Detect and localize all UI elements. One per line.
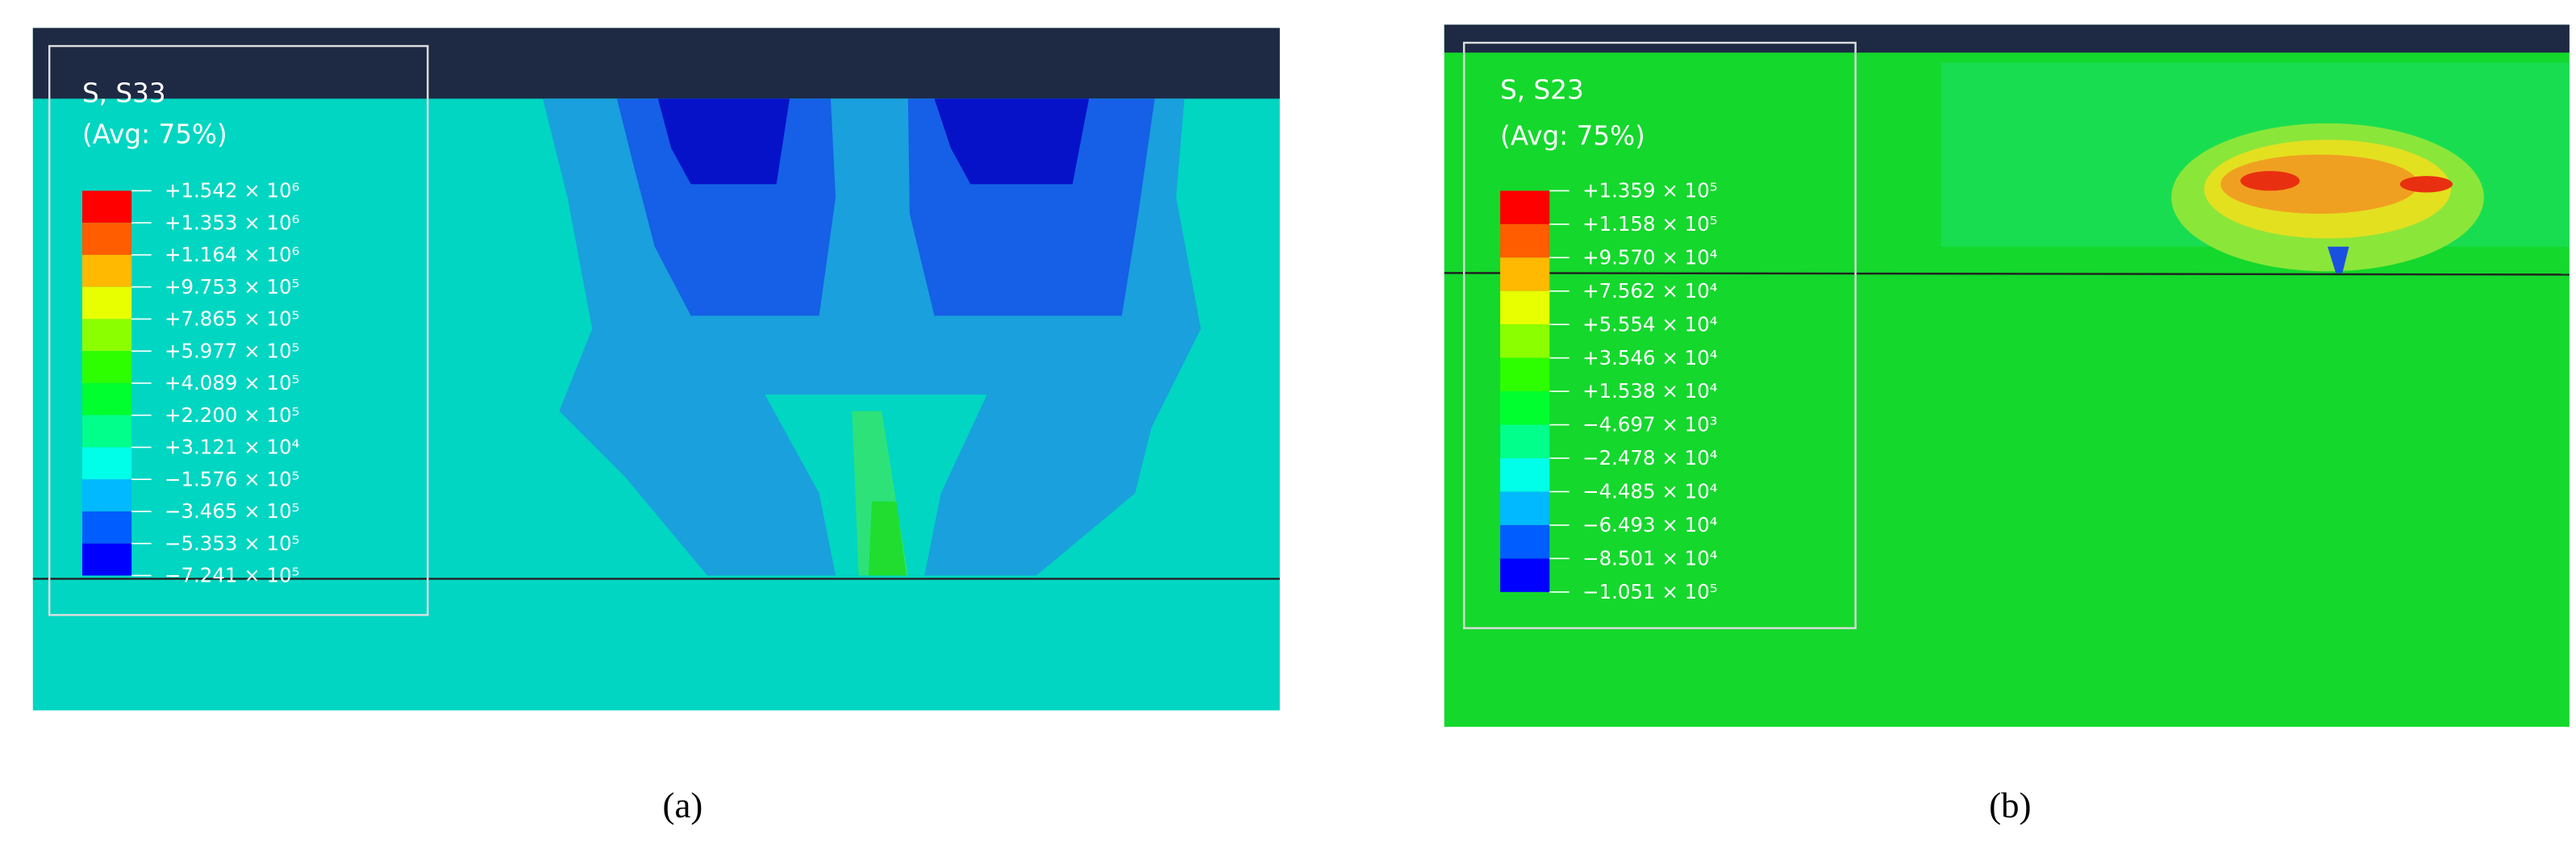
legend-label: +1.158 × 10⁵ [1582, 212, 1718, 236]
legend-label: −2.478 × 10⁴ [1582, 446, 1718, 470]
legend-label: +7.865 × 10⁵ [165, 307, 300, 331]
legend-swatch [81, 319, 132, 352]
legend-swatch [1500, 190, 1550, 224]
legend-label: −4.485 × 10⁴ [1582, 480, 1718, 503]
legend-title: S, S33 [82, 77, 166, 108]
legend-label: +5.977 × 10⁵ [165, 339, 300, 362]
legend-label: +5.554 × 10⁴ [1582, 312, 1718, 336]
legend-label: −6.493 × 10⁴ [1582, 513, 1718, 536]
legend-box [48, 44, 429, 616]
legend-swatch [1500, 424, 1550, 458]
contour-region [2399, 176, 2453, 193]
legend-label: +3.546 × 10⁴ [1582, 346, 1718, 369]
contour-region [934, 98, 1090, 185]
legend-swatch [1500, 524, 1550, 559]
legend-swatch [81, 190, 132, 223]
panel-a [32, 27, 1280, 711]
legend-swatch [81, 511, 132, 544]
legend-label: +1.538 × 10⁴ [1582, 379, 1718, 403]
legend-swatch [1500, 357, 1550, 392]
legend-swatch [1500, 491, 1550, 525]
legend-label: −1.051 × 10⁵ [1582, 580, 1718, 603]
legend-swatch [81, 254, 132, 287]
panel-b [1444, 24, 2570, 727]
legend-label: +4.089 × 10⁵ [165, 371, 300, 395]
legend-title: S, S23 [1500, 74, 1584, 105]
legend-box [1463, 41, 1857, 629]
contour-region [868, 501, 907, 576]
legend-swatch [81, 415, 132, 448]
legend-swatch [81, 286, 132, 319]
legend-swatch [1500, 257, 1550, 291]
legend-subtitle: (Avg: 75%) [82, 119, 227, 149]
contour-region [657, 98, 790, 185]
top-band [32, 27, 1280, 99]
legend-label: +9.753 × 10⁵ [165, 275, 300, 298]
contour-region [2220, 154, 2419, 214]
legend-label: −5.353 × 10⁵ [165, 532, 300, 555]
legend-swatch [81, 382, 132, 415]
legend-label: −7.241 × 10⁵ [165, 564, 300, 587]
legend-label: −1.576 × 10⁵ [165, 467, 300, 491]
legend-swatch [81, 223, 132, 255]
caption: (b) [1989, 785, 2031, 825]
legend-swatch [81, 351, 132, 383]
legend-swatch [81, 479, 132, 511]
legend-label: −3.465 × 10⁵ [165, 499, 300, 523]
legend-label: +1.164 × 10⁶ [165, 243, 300, 266]
legend-swatch [81, 543, 132, 576]
legend-subtitle: (Avg: 75%) [1500, 120, 1645, 151]
legend-swatch [1500, 324, 1550, 358]
contour-region [2328, 246, 2349, 273]
contour-region [2240, 170, 2300, 191]
legend-label: +3.121 × 10⁴ [165, 436, 300, 459]
legend-swatch [81, 447, 132, 480]
legend-swatch [1500, 223, 1550, 258]
legend-label: +9.570 × 10⁴ [1582, 245, 1718, 269]
legend-label: +2.200 × 10⁵ [165, 403, 300, 427]
legend-label: +1.353 × 10⁶ [165, 211, 300, 234]
legend-swatch [1500, 457, 1550, 492]
legend-swatch [1500, 290, 1550, 325]
legend-label: +1.542 × 10⁶ [165, 179, 300, 202]
legend-label: +7.562 × 10⁴ [1582, 279, 1718, 303]
legend-label: −4.697 × 10³ [1582, 413, 1718, 436]
legend-swatch [1500, 558, 1550, 592]
interface-line [1444, 272, 2570, 276]
caption: (a) [663, 785, 703, 825]
legend-label: −8.501 × 10⁴ [1582, 546, 1718, 570]
legend-label: +1.359 × 10⁵ [1582, 179, 1718, 202]
top-band [1444, 24, 2570, 53]
legend-swatch [1500, 391, 1550, 425]
